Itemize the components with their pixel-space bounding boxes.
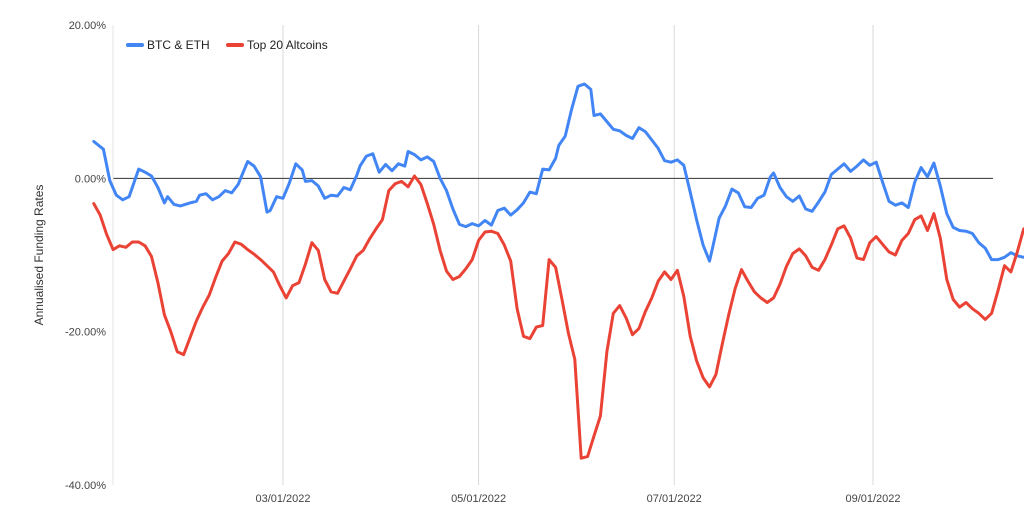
legend-label: BTC & ETH — [147, 38, 210, 52]
x-tick-label: 09/01/2022 — [845, 493, 900, 505]
y-tick-label: -40.00% — [65, 480, 106, 492]
legend: BTC & ETH Top 20 Altcoins — [126, 38, 328, 52]
x-tick-label: 03/01/2022 — [255, 493, 310, 505]
grid-layer — [112, 25, 993, 485]
series-line-btc-eth — [92, 82, 1024, 263]
axis-layer: 03/01/2022 05/01/2022 07/01/2022 09/01/2022… — [65, 20, 901, 505]
y-tick-label: 0.00% — [75, 173, 106, 185]
y-axis-title: Annualised Funding Rates — [32, 185, 46, 326]
legend-label: Top 20 Altcoins — [247, 38, 328, 52]
x-tick-label: 07/01/2022 — [647, 493, 702, 505]
y-tick-label: 20.00% — [69, 20, 107, 32]
x-tick-label: 05/01/2022 — [451, 493, 506, 505]
series-layer — [92, 82, 1024, 460]
y-tick-label: -20.00% — [65, 327, 106, 339]
series-line-top-20-altcoins — [92, 174, 1024, 460]
